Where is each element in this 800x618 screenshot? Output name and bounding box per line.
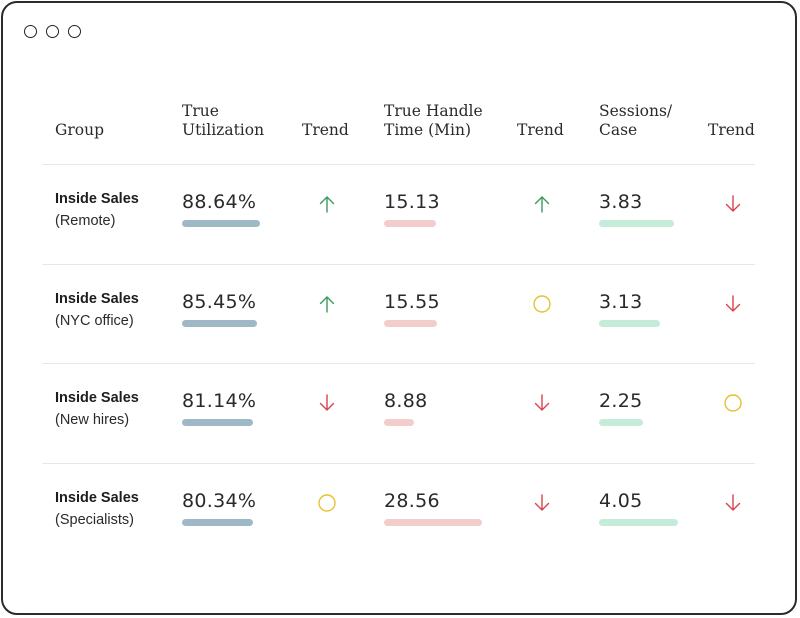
group-subname: (Remote) bbox=[55, 213, 116, 229]
sessions-value: 2.25 bbox=[599, 390, 643, 412]
sessions-bar bbox=[599, 419, 643, 426]
header-trend-label: Trend bbox=[517, 121, 564, 139]
header-sessions-line1: Sessions/ bbox=[599, 102, 673, 120]
close-window-button[interactable] bbox=[24, 25, 37, 38]
header-trend-handle: Trend bbox=[517, 121, 564, 140]
utilization-value: 81.14% bbox=[182, 390, 257, 412]
handle-time-bar bbox=[384, 518, 482, 526]
table-row: Inside Sales (Specialists) 80.34% 28.56 … bbox=[42, 462, 755, 563]
utilization-value: 85.45% bbox=[182, 290, 257, 313]
sessions-bar bbox=[599, 319, 660, 327]
header-trend-sessions: Trend bbox=[708, 121, 755, 140]
group-subname: (Specialists) bbox=[55, 511, 134, 528]
utilization-value: 80.34% bbox=[182, 489, 257, 512]
header-group-label: Group bbox=[55, 121, 105, 139]
utilization-neutral-circle-icon bbox=[316, 492, 338, 514]
header-utilization-line1: True bbox=[182, 102, 219, 120]
header-handle-line2: Time (Min) bbox=[384, 121, 471, 139]
header-utilization: True Utilization bbox=[182, 102, 264, 140]
group-name: Inside Sales bbox=[55, 191, 139, 207]
header-utilization-line2: Utilization bbox=[182, 121, 265, 139]
sessions-bar bbox=[599, 220, 674, 227]
table-row: Inside Sales (NYC office) 85.45% 15.55 3… bbox=[42, 263, 755, 364]
header-handle-line1: True Handle bbox=[384, 102, 483, 120]
sessions-down-arrow-icon bbox=[722, 193, 744, 215]
group-name: Inside Sales bbox=[55, 390, 139, 406]
sessions-value: 3.13 bbox=[599, 290, 643, 313]
sessions-down-arrow-icon bbox=[722, 492, 744, 514]
group-name: Inside Sales bbox=[55, 290, 139, 307]
table-row: Inside Sales (New hires) 81.14% 8.88 2.2… bbox=[42, 363, 755, 463]
utilization-up-arrow-icon bbox=[316, 193, 338, 215]
handle-up-arrow-icon bbox=[531, 193, 553, 215]
sessions-down-arrow-icon bbox=[722, 293, 744, 315]
group-subname: (New hires) bbox=[55, 412, 130, 428]
header-trend-label: Trend bbox=[708, 121, 755, 139]
utilization-value: 88.64% bbox=[182, 191, 257, 213]
maximize-window-button[interactable] bbox=[68, 25, 81, 38]
header-sessions: Sessions/ Case bbox=[599, 102, 672, 140]
handle-time-bar bbox=[384, 419, 414, 426]
utilization-bar bbox=[182, 220, 260, 227]
sessions-value: 4.05 bbox=[599, 489, 643, 512]
handle-time-bar bbox=[384, 319, 437, 327]
handle-time-value: 28.56 bbox=[384, 489, 440, 512]
handle-down-arrow-icon bbox=[531, 392, 553, 414]
header-trend-utilization: Trend bbox=[302, 121, 349, 140]
group-name: Inside Sales bbox=[55, 489, 139, 506]
header-trend-label: Trend bbox=[302, 121, 349, 139]
utilization-up-arrow-icon bbox=[316, 293, 338, 315]
handle-time-value: 8.88 bbox=[384, 390, 428, 412]
header-sessions-line2: Case bbox=[599, 121, 638, 139]
handle-down-arrow-icon bbox=[531, 492, 553, 514]
handle-neutral-circle-icon bbox=[531, 293, 553, 315]
utilization-down-arrow-icon bbox=[316, 392, 338, 414]
header-handle-time: True Handle Time (Min) bbox=[384, 102, 483, 140]
handle-time-value: 15.55 bbox=[384, 290, 440, 313]
table-row: Inside Sales (Remote) 88.64% 15.13 3.83 bbox=[42, 164, 755, 264]
window-controls bbox=[24, 25, 81, 38]
sessions-value: 3.83 bbox=[599, 191, 643, 213]
handle-time-bar bbox=[384, 220, 436, 227]
group-subname: (NYC office) bbox=[55, 312, 134, 329]
utilization-bar bbox=[182, 419, 253, 426]
utilization-bar bbox=[182, 518, 253, 526]
header-group: Group bbox=[55, 121, 104, 140]
handle-time-value: 15.13 bbox=[384, 191, 440, 213]
minimize-window-button[interactable] bbox=[46, 25, 59, 38]
sessions-bar bbox=[599, 518, 678, 526]
utilization-bar bbox=[182, 319, 257, 327]
sessions-neutral-circle-icon bbox=[722, 392, 744, 414]
